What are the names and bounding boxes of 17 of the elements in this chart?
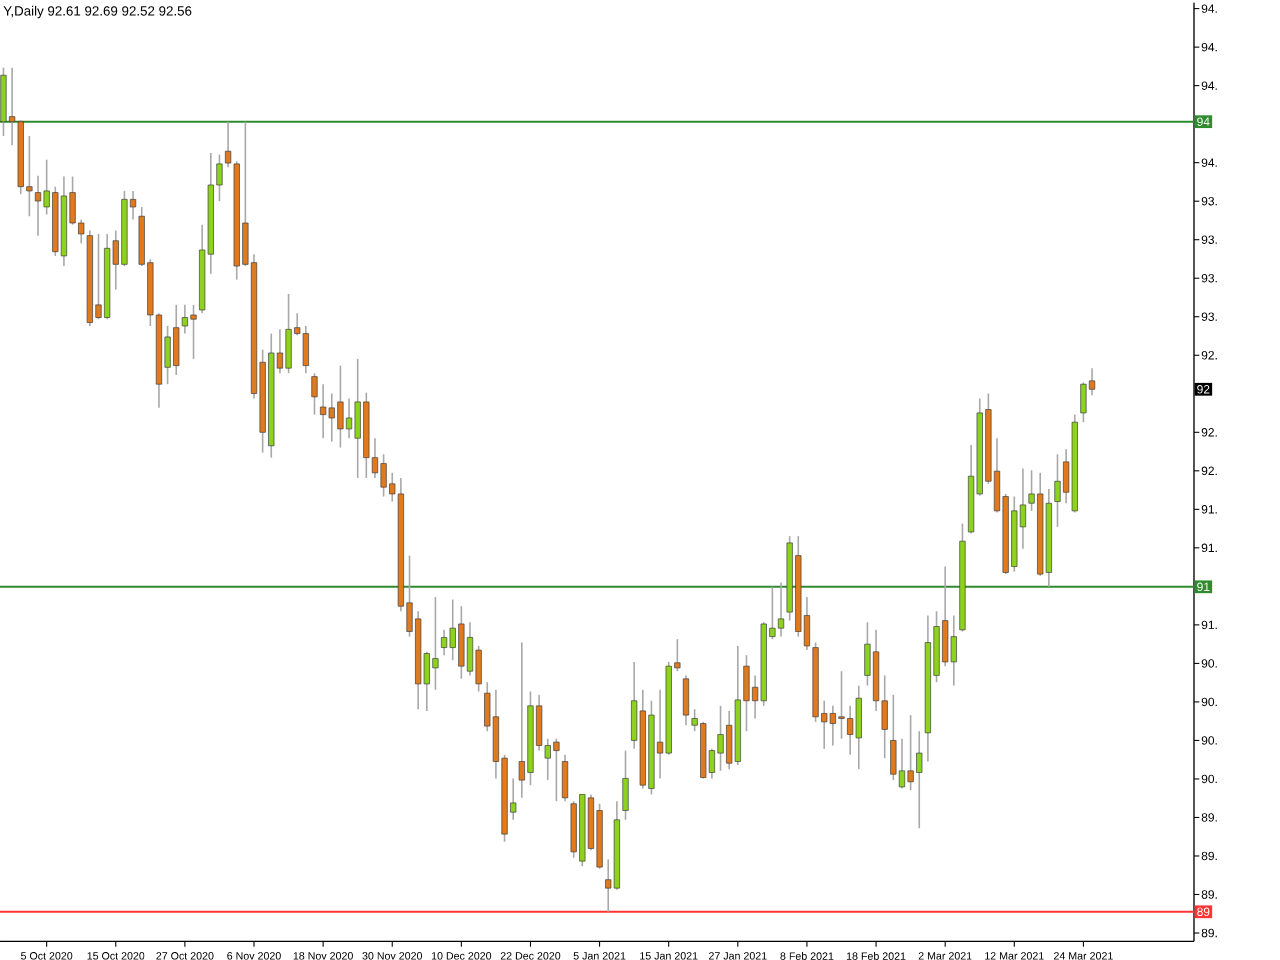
candlestick [311, 372, 318, 416]
candlestick [475, 645, 482, 693]
candlestick [302, 325, 309, 375]
candlestick [320, 383, 327, 440]
candlestick [1080, 381, 1087, 423]
candlestick [466, 621, 474, 677]
candlestick [777, 581, 785, 638]
candlestick [440, 629, 448, 656]
candlestick [561, 753, 569, 803]
candlestick [622, 749, 629, 821]
candlestick [898, 737, 906, 790]
candlestick [34, 174, 42, 237]
candlestick [890, 694, 897, 781]
candlestick [682, 674, 690, 727]
candlestick [855, 684, 862, 770]
candlestick [950, 614, 957, 687]
candlestick [345, 397, 353, 440]
